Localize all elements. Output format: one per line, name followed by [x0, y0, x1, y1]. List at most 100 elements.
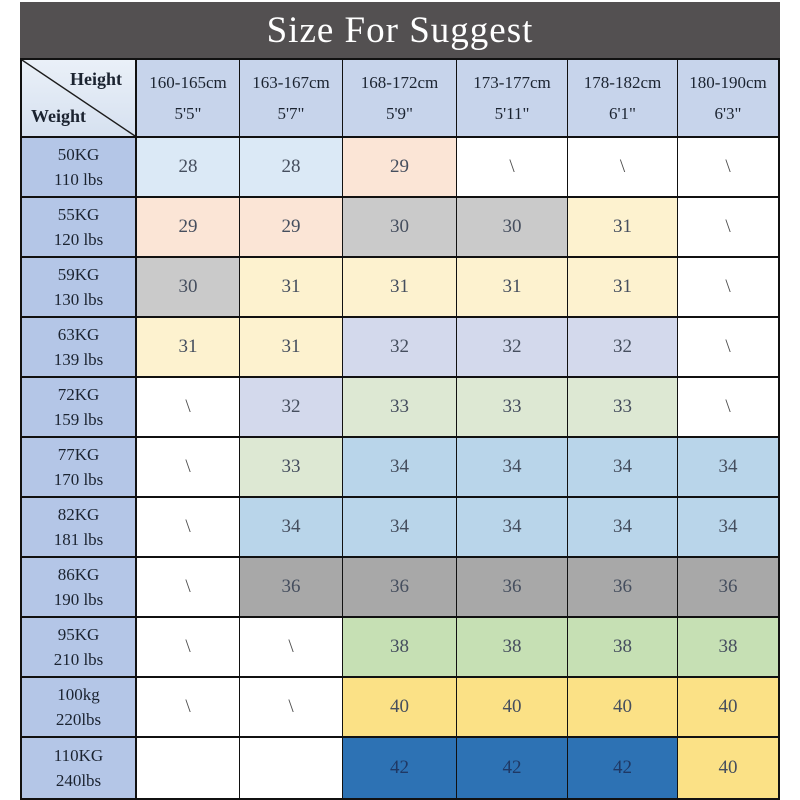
size-cell: 31 — [137, 318, 240, 378]
corner-weight-label: Weight — [31, 106, 87, 126]
size-cell: \ — [678, 138, 778, 198]
size-cell: \ — [137, 618, 240, 678]
size-cell: 30 — [343, 198, 457, 258]
size-cell — [240, 738, 343, 798]
size-cell: \ — [137, 438, 240, 498]
header-cell: 180-190cm 6'3" — [678, 60, 778, 138]
size-table: Height Weight 160-165cm 5'5" 163-167cm 5'7"… — [20, 58, 780, 800]
size-cell: 32 — [240, 378, 343, 438]
header-cell: 163-167cm 5'7" — [240, 60, 343, 138]
size-cell: 34 — [343, 498, 457, 558]
size-cell: 32 — [343, 318, 457, 378]
size-cell: 36 — [457, 558, 568, 618]
corner-height-label: Height — [70, 69, 122, 89]
size-cell: 29 — [343, 138, 457, 198]
weight-lbs-label: 159 lbs — [53, 409, 104, 429]
weight-lbs-label: 139 lbs — [53, 349, 104, 369]
size-cell: 29 — [137, 198, 240, 258]
header-ft-label: 5'9" — [385, 103, 413, 123]
weight-lbs-label: 181 lbs — [53, 529, 104, 549]
size-cell: 30 — [457, 198, 568, 258]
weight-cell: 63KG 139 lbs — [22, 318, 137, 378]
size-cell: \ — [240, 618, 343, 678]
size-cell: \ — [568, 138, 678, 198]
size-cell: \ — [137, 378, 240, 438]
page-title: Size For Suggest — [266, 9, 534, 51]
size-cell: 38 — [343, 618, 457, 678]
weight-kg-label: 82KG — [57, 504, 100, 524]
header-cm-label: 173-177cm — [473, 72, 551, 92]
size-cell: 34 — [343, 438, 457, 498]
header-ft-label: 6'1" — [608, 103, 636, 123]
weight-cell: 77KG 170 lbs — [22, 438, 137, 498]
header-cell: 173-177cm 5'11" — [457, 60, 568, 138]
size-cell: 38 — [678, 618, 778, 678]
header-cm-label: 168-172cm — [360, 72, 439, 92]
header-ft-label: 5'11" — [494, 103, 530, 123]
size-cell: \ — [137, 558, 240, 618]
header-cm-label: 160-165cm — [149, 72, 227, 92]
size-cell: 29 — [240, 198, 343, 258]
size-cell: 42 — [568, 738, 678, 798]
size-cell: 36 — [568, 558, 678, 618]
corner-cell: Height Weight — [22, 60, 137, 138]
size-cell: \ — [457, 138, 568, 198]
weight-kg-label: 100kg — [57, 684, 100, 704]
size-cell: 40 — [457, 678, 568, 738]
size-cell: 31 — [457, 258, 568, 318]
size-cell: 31 — [568, 198, 678, 258]
weight-cell: 110KG 240lbs — [22, 738, 137, 798]
weight-cell: 55KG 120 lbs — [22, 198, 137, 258]
size-cell: 31 — [568, 258, 678, 318]
size-cell: 38 — [457, 618, 568, 678]
size-cell: 33 — [240, 438, 343, 498]
size-cell: 30 — [137, 258, 240, 318]
size-cell: 34 — [678, 498, 778, 558]
weight-lbs-label: 190 lbs — [53, 589, 104, 609]
weight-lbs-label: 130 lbs — [53, 289, 104, 309]
weight-lbs-label: 170 lbs — [53, 469, 104, 489]
weight-cell: 100kg 220lbs — [22, 678, 137, 738]
weight-kg-label: 55KG — [57, 204, 100, 224]
size-cell: 33 — [568, 378, 678, 438]
size-cell — [137, 738, 240, 798]
size-cell: \ — [678, 378, 778, 438]
diagonal-divider-icon — [22, 60, 135, 136]
title-bar: Size For Suggest — [20, 2, 780, 58]
size-cell: \ — [240, 678, 343, 738]
header-ft-label: 6'3" — [714, 103, 742, 123]
weight-kg-label: 86KG — [57, 564, 100, 584]
weight-lbs-label: 120 lbs — [53, 229, 104, 249]
size-cell: \ — [137, 498, 240, 558]
weight-kg-label: 59KG — [57, 264, 100, 284]
header-cm-label: 178-182cm — [583, 72, 662, 92]
header-cell: 178-182cm 6'1" — [568, 60, 678, 138]
header-cell: 168-172cm 5'9" — [343, 60, 457, 138]
size-cell: 34 — [568, 438, 678, 498]
size-cell: \ — [137, 678, 240, 738]
size-cell: 32 — [568, 318, 678, 378]
size-cell: 40 — [678, 738, 778, 798]
size-cell: 40 — [678, 678, 778, 738]
weight-kg-label: 95KG — [57, 624, 100, 644]
size-cell: 34 — [457, 438, 568, 498]
size-cell: 34 — [240, 498, 343, 558]
size-cell: 33 — [343, 378, 457, 438]
size-cell: 33 — [457, 378, 568, 438]
header-ft-label: 5'7" — [277, 103, 305, 123]
header-cm-label: 163-167cm — [252, 72, 330, 92]
size-cell: 31 — [343, 258, 457, 318]
weight-lbs-label: 110 lbs — [54, 169, 103, 189]
size-cell: 34 — [678, 438, 778, 498]
size-cell: 36 — [678, 558, 778, 618]
size-cell: 36 — [343, 558, 457, 618]
size-cell: \ — [678, 198, 778, 258]
size-cell: 34 — [568, 498, 678, 558]
weight-cell: 95KG 210 lbs — [22, 618, 137, 678]
weight-kg-label: 63KG — [57, 324, 100, 344]
weight-kg-label: 110KG — [53, 745, 104, 765]
size-cell: 34 — [457, 498, 568, 558]
header-cell: 160-165cm 5'5" — [137, 60, 240, 138]
size-cell: 28 — [137, 138, 240, 198]
size-cell: 40 — [343, 678, 457, 738]
